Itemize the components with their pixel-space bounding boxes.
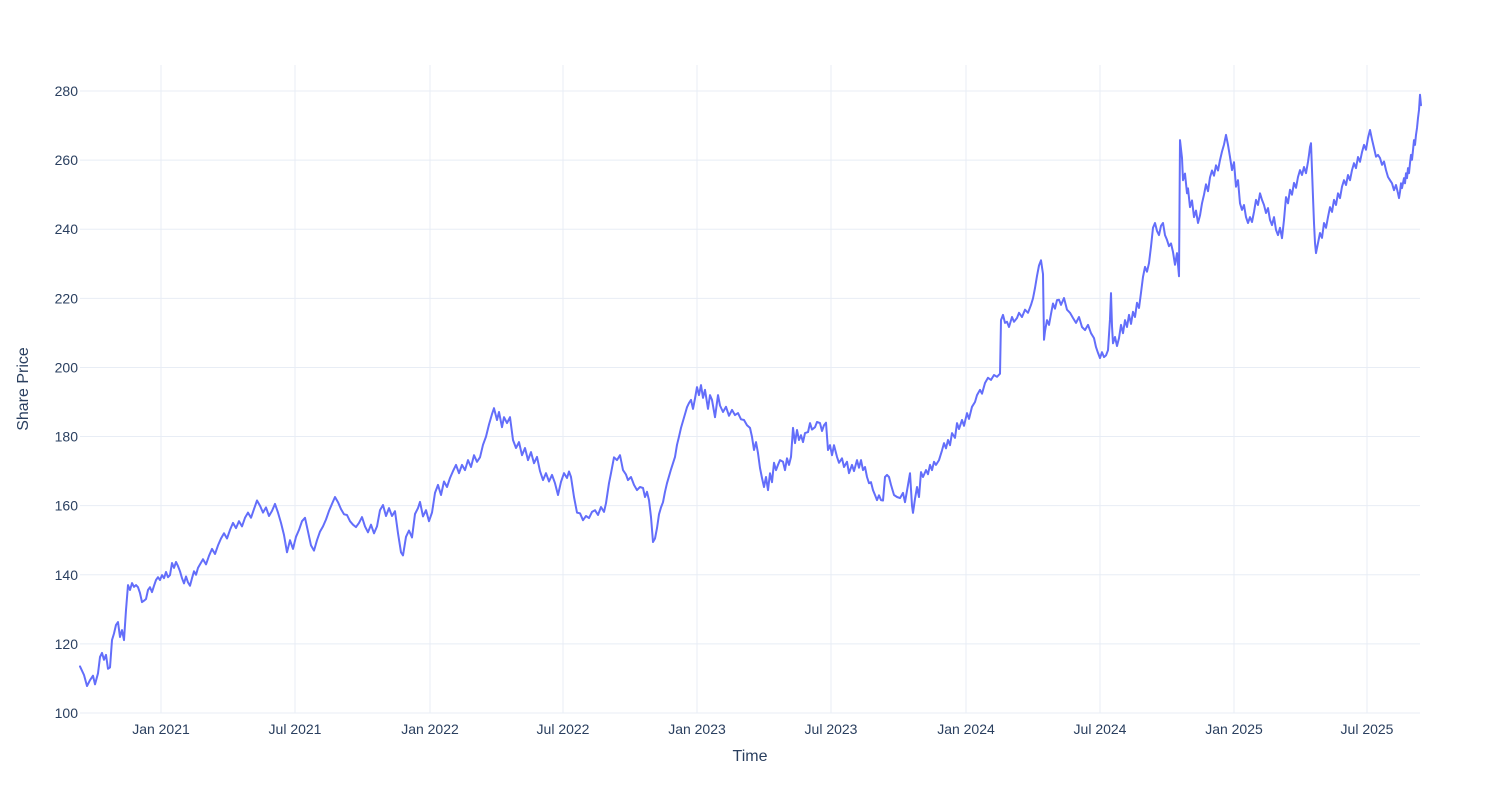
y-tick-label: 140 (55, 567, 79, 583)
x-tick-label: Jan 2023 (668, 721, 726, 737)
y-tick-label: 280 (55, 83, 79, 99)
y-tick-label: 200 (55, 359, 79, 375)
x-axis-title: Time (733, 748, 768, 765)
x-tick-label: Jul 2025 (1341, 721, 1394, 737)
series-share-price (79, 93, 1422, 687)
axis-tick-labels: Jan 2021 Jul 2021 Jan 2022 Jul 2022 Jan 2023… (55, 83, 1394, 737)
y-tick-label: 240 (55, 221, 79, 237)
x-tick-label: Jan 2021 (132, 721, 190, 737)
x-tick-label: Jul 2022 (537, 721, 590, 737)
x-tick-label: Jan 2022 (401, 721, 459, 737)
y-tick-label: 180 (55, 429, 79, 445)
price-line-series (79, 93, 1422, 687)
x-tick-label: Jan 2025 (1205, 721, 1263, 737)
y-tick-label: 160 (55, 498, 79, 514)
x-tick-label: Jul 2023 (805, 721, 858, 737)
x-tick-label: Jul 2021 (269, 721, 322, 737)
y-tick-label: 220 (55, 290, 79, 306)
y-axis-title: Share Price (15, 347, 32, 431)
y-tick-label: 260 (55, 152, 79, 168)
y-tick-label: 120 (55, 636, 79, 652)
gridlines (80, 65, 1420, 714)
x-tick-label: Jan 2024 (937, 721, 995, 737)
x-tick-label: Jul 2024 (1074, 721, 1127, 737)
y-tick-label: 100 (55, 705, 79, 721)
